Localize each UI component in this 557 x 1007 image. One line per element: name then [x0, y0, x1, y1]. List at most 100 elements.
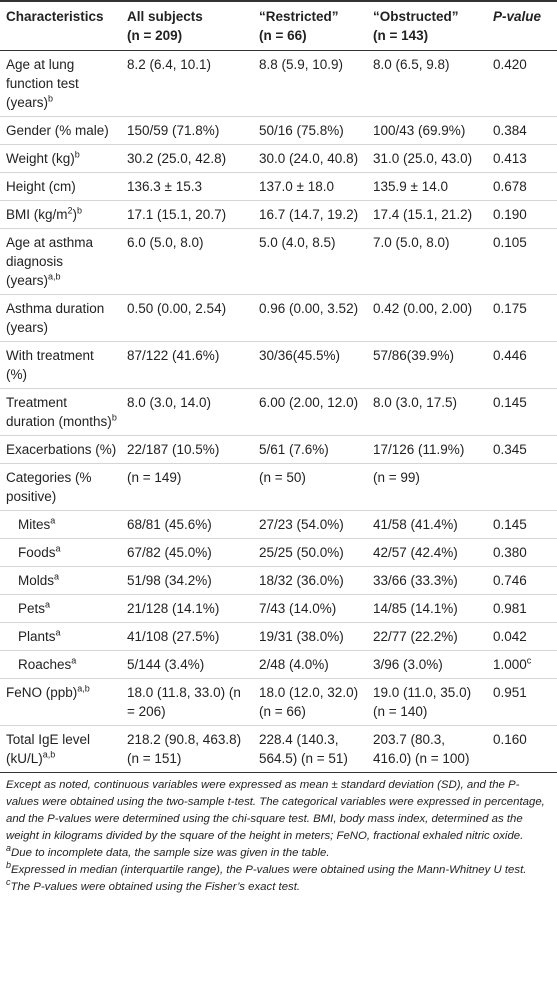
- text: 30.2 (25.0, 42.8): [127, 151, 227, 166]
- cell: 0.746: [487, 567, 557, 595]
- text: 41/58 (41.4%): [373, 517, 458, 532]
- header-cell: P-value: [487, 1, 557, 51]
- cell: 21/128 (14.1%): [121, 595, 253, 623]
- text: 203.7 (80.3, 416.0) (n = 100): [373, 732, 470, 766]
- text: 100/43 (69.9%): [373, 123, 466, 138]
- row-label: Plantsa: [0, 623, 121, 651]
- text: Categories (% positive): [6, 470, 92, 504]
- superscript: a: [6, 843, 12, 854]
- text: 57/86(39.9%): [373, 348, 455, 363]
- header-text: Characteristics: [6, 9, 104, 24]
- text: Except as noted, continuous variables we…: [6, 779, 545, 842]
- cell: 31.0 (25.0, 43.0): [367, 145, 487, 173]
- footnote: cThe P-values were obtained using the Fi…: [6, 878, 551, 896]
- cell: (n = 149): [121, 464, 253, 511]
- table-row: Treatment duration (months)b 8.0 (3.0, 14…: [0, 389, 557, 436]
- table-row: Asthma duration (years) 0.50 (0.00, 2.54)…: [0, 295, 557, 342]
- text: 136.3 ± 15.3: [127, 179, 202, 194]
- row-label: Mitesa: [0, 511, 121, 539]
- text: 8.8 (5.9, 10.9): [259, 57, 344, 72]
- text: 50/16 (75.8%): [259, 123, 344, 138]
- text: 30.0 (24.0, 40.8): [259, 151, 359, 166]
- table-row: With treatment (%) 87/122 (41.6%) 30/36(45…: [0, 342, 557, 389]
- cell: 135.9 ± 14.0: [367, 173, 487, 201]
- row-label: Moldsa: [0, 567, 121, 595]
- data-table: Characteristics All subjects (n = 209) “Res…: [0, 1, 557, 773]
- cell: 41/108 (27.5%): [121, 623, 253, 651]
- cell: 0.145: [487, 511, 557, 539]
- header-text: “Obstructed”: [373, 9, 459, 24]
- superscript: a: [54, 571, 60, 582]
- cell: 27/23 (54.0%): [253, 511, 367, 539]
- row-label: Categories (% positive): [0, 464, 121, 511]
- cell: 228.4 (140.3, 564.5) (n = 51): [253, 726, 367, 773]
- text: BMI (kg/m: [6, 207, 68, 222]
- text: Height (cm): [6, 179, 76, 194]
- cell: 0.678: [487, 173, 557, 201]
- superscript: a: [71, 655, 77, 666]
- superscript: 2: [67, 205, 73, 216]
- text: 0.042: [493, 629, 527, 644]
- text: FeNO (ppb): [6, 685, 78, 700]
- cell: 5/61 (7.6%): [253, 436, 367, 464]
- text: With treatment (%): [6, 348, 94, 382]
- text: 0.160: [493, 732, 527, 747]
- text: 17.4 (15.1, 21.2): [373, 207, 473, 222]
- text: 0.413: [493, 151, 527, 166]
- text: 7/43 (14.0%): [259, 601, 337, 616]
- text: 0.678: [493, 179, 527, 194]
- text: 14/85 (14.1%): [373, 601, 458, 616]
- cell: 51/98 (34.2%): [121, 567, 253, 595]
- row-label: With treatment (%): [0, 342, 121, 389]
- row-label: Roachesa: [0, 651, 121, 679]
- superscript: a: [50, 515, 56, 526]
- text: 0.96 (0.00, 3.52): [259, 301, 359, 316]
- superscript: a,b: [77, 683, 90, 694]
- table-row: Roachesa 5/144 (3.4%) 2/48 (4.0%) 3/96 (3.0…: [0, 651, 557, 679]
- header-text: All subjects: [127, 9, 203, 24]
- header-cell: “Restricted” (n = 66): [253, 1, 367, 51]
- text: Treatment duration (months): [6, 395, 112, 429]
- table-row: Total IgE level (kU/L)a,b 218.2 (90.8, 46…: [0, 726, 557, 773]
- header-text: “Restricted”: [259, 9, 339, 24]
- text: 0.981: [493, 601, 527, 616]
- cell: 0.145: [487, 389, 557, 436]
- cell: 8.8 (5.9, 10.9): [253, 51, 367, 117]
- cell: 17.1 (15.1, 20.7): [121, 201, 253, 229]
- table-row: Petsa 21/128 (14.1%) 7/43 (14.0%) 14/85 (14…: [0, 595, 557, 623]
- text: 27/23 (54.0%): [259, 517, 344, 532]
- footnote: Except as noted, continuous variables we…: [6, 777, 551, 845]
- cell: 68/81 (45.6%): [121, 511, 253, 539]
- cell: 3/96 (3.0%): [367, 651, 487, 679]
- superscript: a: [55, 627, 61, 638]
- text: 218.2 (90.8, 463.8) (n = 151): [127, 732, 242, 766]
- cell: 17/126 (11.9%): [367, 436, 487, 464]
- row-label: FeNO (ppb)a,b: [0, 679, 121, 726]
- cell: 25/25 (50.0%): [253, 539, 367, 567]
- table-row: BMI (kg/m2)b 17.1 (15.1, 20.7) 16.7 (14.7,…: [0, 201, 557, 229]
- cell: 0.175: [487, 295, 557, 342]
- cell: 22/187 (10.5%): [121, 436, 253, 464]
- cell: 67/82 (45.0%): [121, 539, 253, 567]
- superscript: a,b: [42, 749, 56, 760]
- table-row: Gender (% male) 150/59 (71.8%) 50/16 (75.8…: [0, 117, 557, 145]
- text: Asthma duration (years): [6, 301, 105, 335]
- text: 19/31 (38.0%): [259, 629, 344, 644]
- text: 8.0 (3.0, 14.0): [127, 395, 212, 410]
- text: 0.446: [493, 348, 527, 363]
- superscript: b: [111, 412, 117, 423]
- cell: 0.190: [487, 201, 557, 229]
- cell: 18.0 (12.0, 32.0) (n = 66): [253, 679, 367, 726]
- table-row: Plantsa 41/108 (27.5%) 19/31 (38.0%) 22/77 …: [0, 623, 557, 651]
- cell: 0.96 (0.00, 3.52): [253, 295, 367, 342]
- cell: (n = 99): [367, 464, 487, 511]
- cell: 0.042: [487, 623, 557, 651]
- text: 16.7 (14.7, 19.2): [259, 207, 359, 222]
- text: 5.0 (4.0, 8.5): [259, 235, 336, 250]
- text: 68/81 (45.6%): [127, 517, 212, 532]
- cell: 0.981: [487, 595, 557, 623]
- table-row: Foodsa 67/82 (45.0%) 25/25 (50.0%) 42/57 (4…: [0, 539, 557, 567]
- text: 0.951: [493, 685, 527, 700]
- text: 0.50 (0.00, 2.54): [127, 301, 227, 316]
- row-label: Gender (% male): [0, 117, 121, 145]
